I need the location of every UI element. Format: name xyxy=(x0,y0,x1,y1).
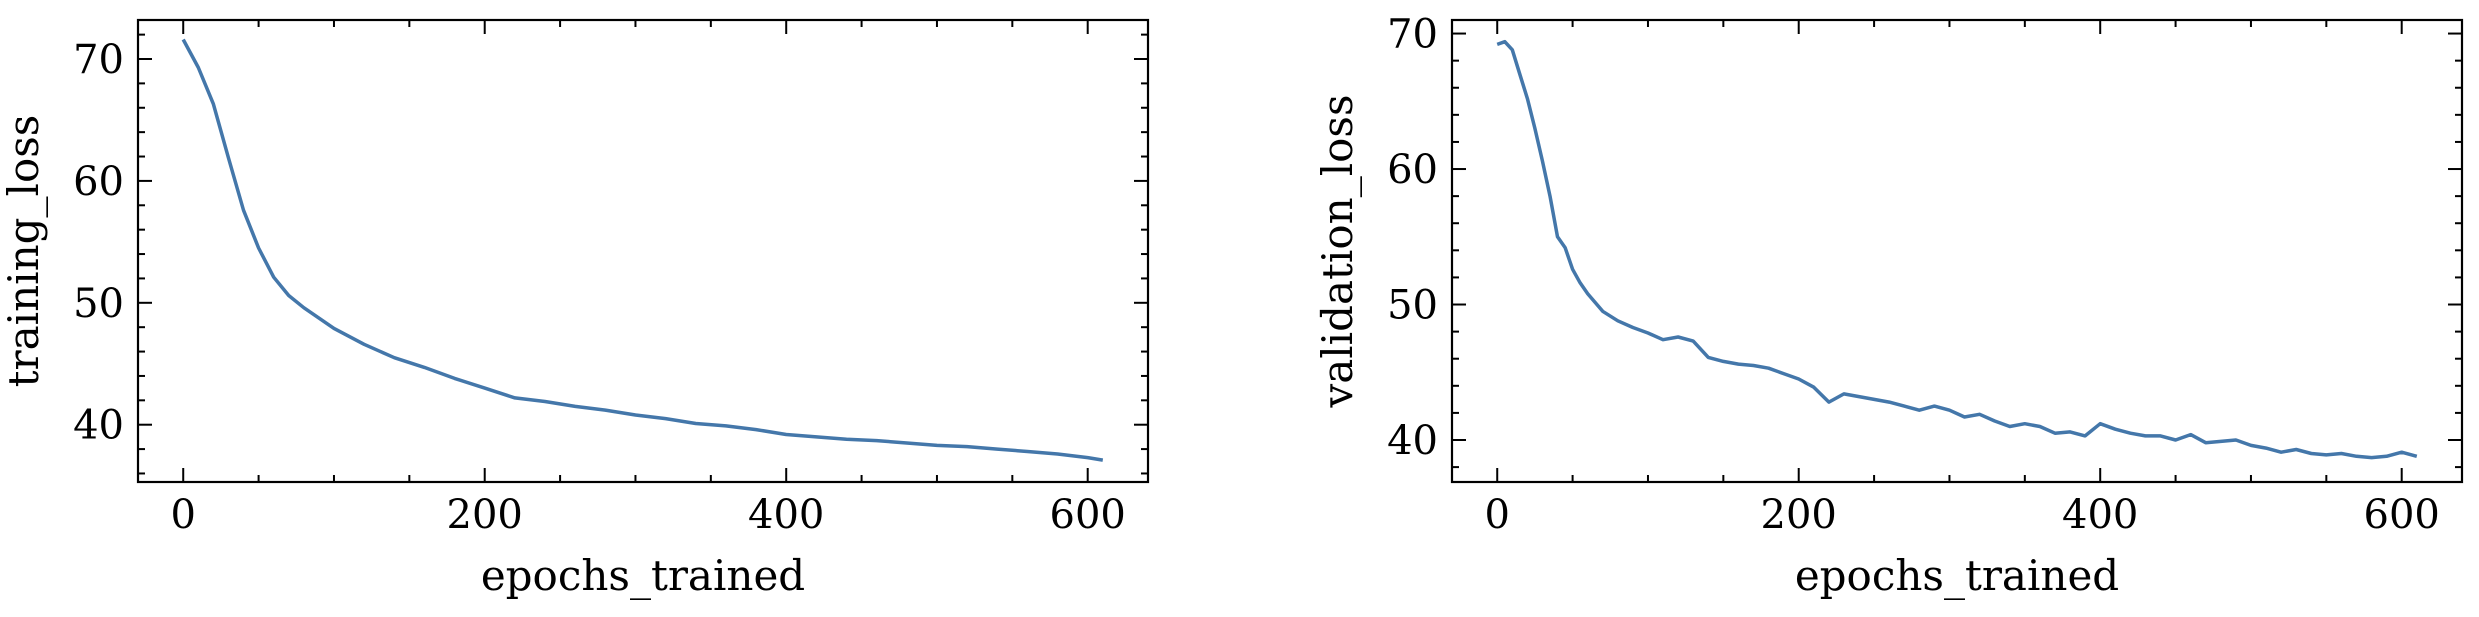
y-tick-label: 70 xyxy=(73,37,124,83)
y-tick-label: 40 xyxy=(73,403,124,449)
training-loss-panel: 0 200 400 600 40 50 60 70 epochs_trained training… xyxy=(0,18,1150,600)
tick-marks xyxy=(138,20,1148,482)
loss-curve xyxy=(1496,39,2418,460)
x-axis-label: epochs_trained xyxy=(481,551,805,600)
x-tick-label: 600 xyxy=(2364,492,2440,538)
loss-curve xyxy=(181,38,1104,462)
x-tick-label: 0 xyxy=(1484,492,1509,538)
y-tick-label: 70 xyxy=(1387,12,1438,58)
x-tick-label: 600 xyxy=(1050,492,1126,538)
x-tick-label: 0 xyxy=(170,492,195,538)
validation-loss-panel: 0 200 400 600 40 50 60 70 epochs_trained validati… xyxy=(1313,12,2464,600)
x-axis-label: epochs_trained xyxy=(1795,551,2119,600)
y-tick-label: 40 xyxy=(1387,418,1438,464)
y-tick-label: 60 xyxy=(1387,147,1438,193)
x-tick-label: 200 xyxy=(447,492,523,538)
x-tick-label: 400 xyxy=(748,492,824,538)
x-tick-label: 400 xyxy=(2062,492,2138,538)
y-axis-label: training_loss xyxy=(0,115,48,388)
tick-marks xyxy=(1452,20,2462,482)
y-tick-label: 50 xyxy=(1387,283,1438,329)
axes-frame xyxy=(136,18,1150,484)
y-tick-label: 50 xyxy=(73,281,124,327)
x-tick-label: 200 xyxy=(1761,492,1837,538)
y-axis-label: validation_loss xyxy=(1313,94,1362,408)
y-tick-label: 60 xyxy=(73,159,124,205)
